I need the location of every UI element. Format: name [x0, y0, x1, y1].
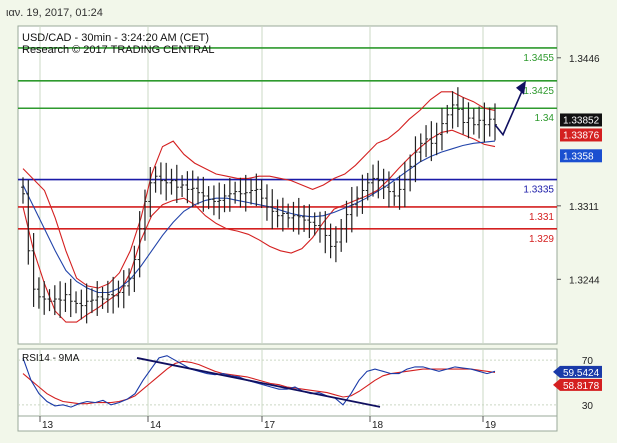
- forecast-arrow-head: [516, 80, 526, 95]
- rsi-ma-value-tag-box: [560, 378, 602, 391]
- rsi-line: [22, 355, 496, 408]
- last-price-tag-box: [560, 113, 602, 127]
- x-tick-label: 19: [485, 420, 497, 431]
- moving-average-line: [22, 140, 496, 294]
- x-tick-label: 17: [264, 420, 276, 431]
- x-axis-strip: [17, 415, 558, 432]
- moving-average-tag: 1.3358: [563, 151, 594, 162]
- forecast-arrow-line: [494, 88, 524, 137]
- price-bars: [21, 87, 497, 324]
- rsi-y-tick-label: 30: [582, 401, 594, 412]
- x-tick-label: 13: [42, 420, 54, 431]
- rsi-ma-line: [22, 360, 496, 405]
- y-tick-label: 1.3244: [569, 275, 600, 286]
- level-label: 1.3425: [523, 86, 554, 97]
- rsi-plot-area: [17, 348, 558, 417]
- rsi-title: RSI14 - 9MA: [22, 353, 80, 364]
- y-tick-label: 1.3446: [569, 54, 600, 65]
- forecast-arrow: [494, 80, 526, 137]
- moving-average-tag-box: [560, 149, 602, 163]
- bollinger-upper-line: [22, 91, 496, 289]
- date-label: ιαν. 19, 2017, 01:24: [6, 7, 103, 19]
- rsi-value-tag-box: [560, 365, 602, 378]
- x-tick-label: 18: [372, 420, 384, 431]
- grid-lines: [18, 26, 557, 416]
- level-label: 1.329: [529, 234, 554, 245]
- y-tick-label: 1.3311: [569, 202, 599, 213]
- chart-subtitle: Research © 2017 TRADING CENTRAL: [22, 44, 215, 56]
- rsi-lines: [22, 355, 496, 408]
- chart-title: USD/CAD - 30min - 3:24:20 AM (CET): [22, 32, 209, 44]
- rsi-value-tag-pointer: [553, 365, 560, 378]
- level-label: 1.3335: [523, 185, 554, 196]
- rsi-y-tick-label: 70: [582, 356, 594, 367]
- rsi-ma-value-tag-pointer: [553, 378, 560, 391]
- rsi-ma-value-tag: 58.8178: [563, 381, 600, 392]
- last-price-tag: 1.33852: [563, 115, 600, 126]
- x-tick-label: 14: [150, 420, 162, 431]
- level-label: 1.331: [529, 212, 554, 223]
- level-lines: 1.3455 1.3425 1.34 1.3335 1.331 1.329: [18, 47, 557, 245]
- rsi-value-tag: 59.5424: [563, 368, 600, 379]
- price-tags: 1.33852 1.33876 1.3358 59.5424 58.8178: [553, 113, 602, 392]
- indicator-lines: [22, 91, 496, 323]
- bollinger-lower-line: [22, 129, 496, 323]
- upper-band-tag: 1.33876: [563, 130, 600, 141]
- rsi-trendline: [136, 357, 381, 408]
- upper-band-tag-box: [560, 128, 602, 142]
- level-label: 1.3455: [523, 53, 554, 64]
- level-label: 1.34: [535, 113, 555, 124]
- main-plot-area: [17, 25, 558, 345]
- x-axis-ticks: 13 14 17 18 19: [39, 416, 497, 431]
